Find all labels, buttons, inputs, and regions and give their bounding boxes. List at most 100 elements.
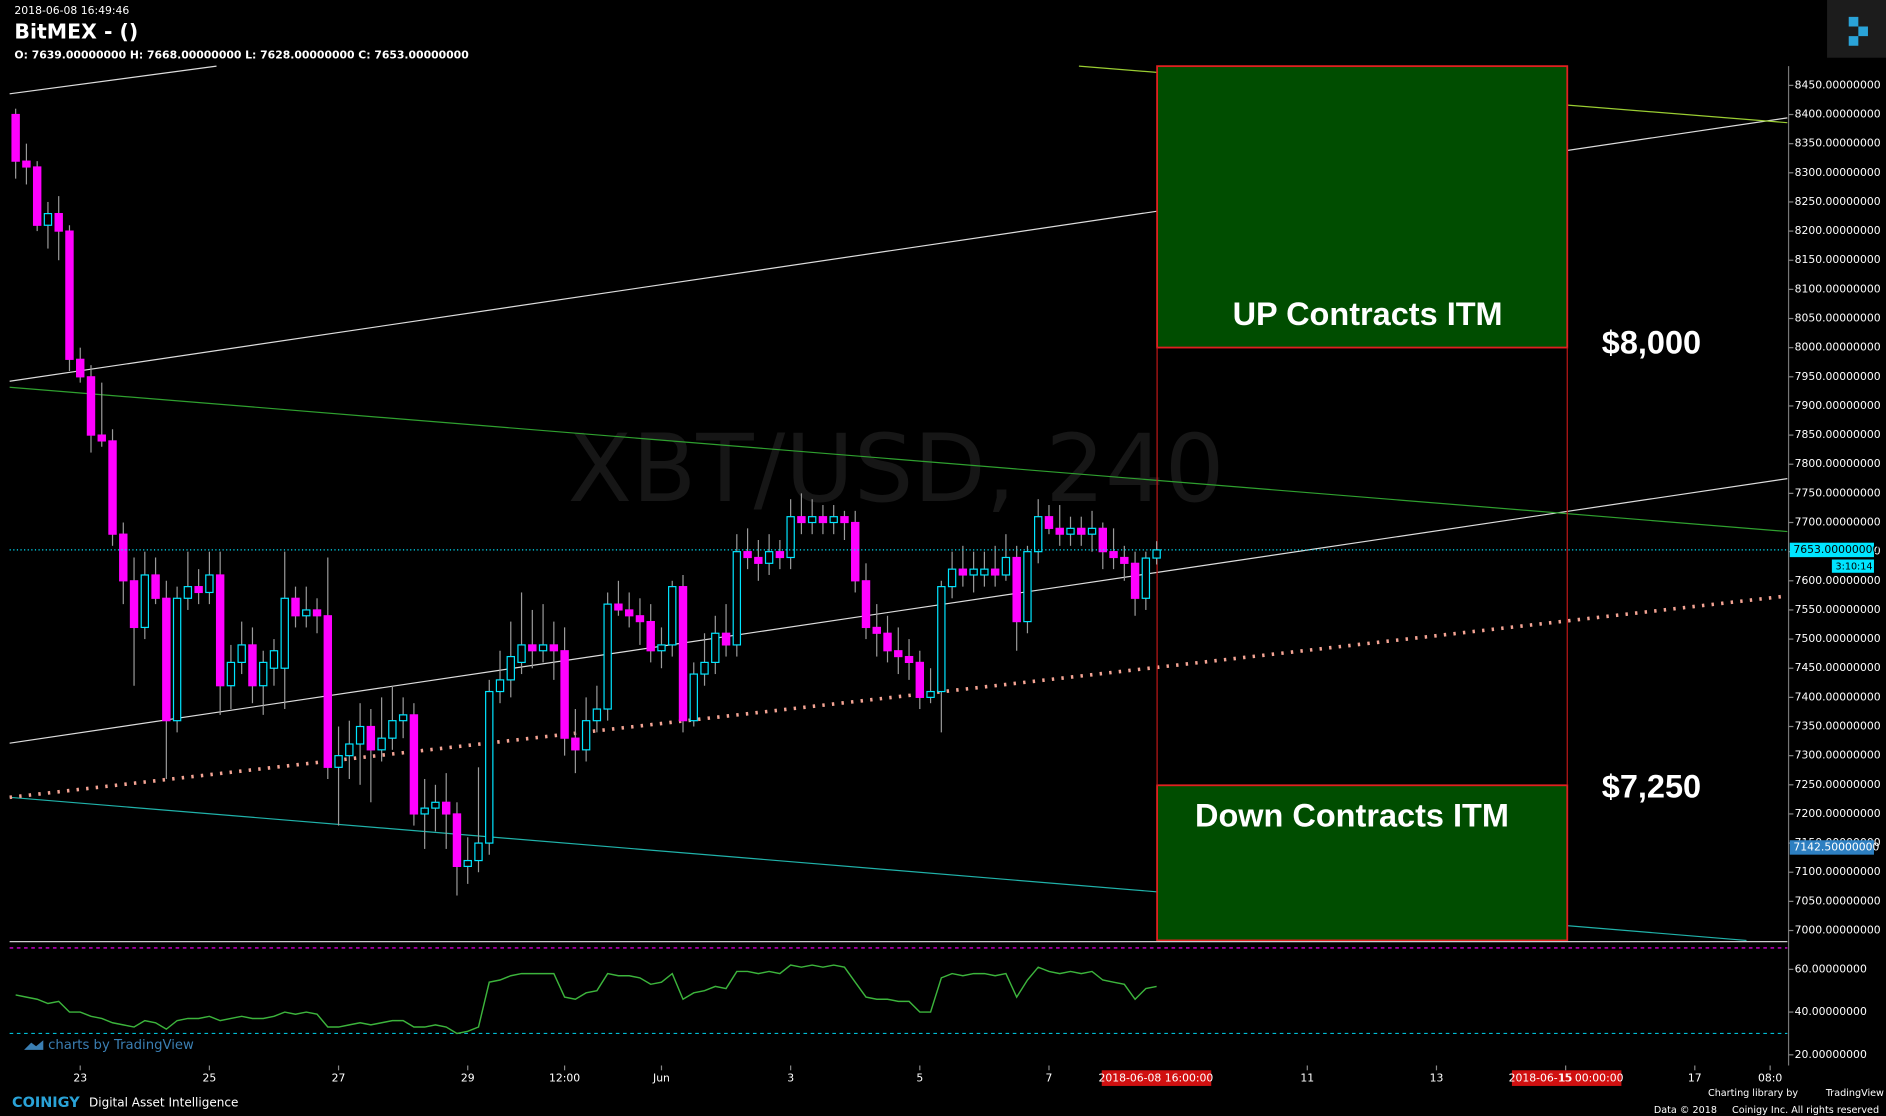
candle-body xyxy=(43,213,53,226)
y-tick-label: 7900.00000000 xyxy=(1795,399,1881,412)
candle-body xyxy=(1120,556,1129,564)
down-zone xyxy=(1156,784,1569,942)
candle-body xyxy=(980,568,989,576)
y-tick-label: 7250.00000000 xyxy=(1795,778,1881,791)
x-tick-label: 15 xyxy=(1559,1072,1573,1085)
x-tick-label: 5 xyxy=(916,1072,923,1085)
zone-label: Down Contracts ITM xyxy=(1195,797,1509,833)
candle-body xyxy=(797,516,806,524)
candle-body xyxy=(1066,527,1075,535)
candle-body xyxy=(345,743,354,757)
ohlc: O: 7639.00000000 H: 7668.00000000 L: 762… xyxy=(14,48,468,61)
candle-body xyxy=(754,556,763,564)
y-tick-label: 7600.00000000 xyxy=(1795,574,1881,587)
candle-body xyxy=(517,644,526,664)
candle-body xyxy=(657,644,666,652)
candle-body xyxy=(937,586,946,693)
candle-body xyxy=(162,597,171,722)
candle-body xyxy=(861,580,871,629)
x-tick-label: 29 xyxy=(461,1072,475,1085)
x-tick-label: 12:00 xyxy=(549,1072,580,1085)
candle-body xyxy=(904,655,914,664)
candle-body xyxy=(302,609,311,617)
candle-body xyxy=(668,586,677,646)
candle-body xyxy=(700,661,709,675)
candle-body xyxy=(366,725,376,751)
candle-body xyxy=(151,574,160,599)
candle-body xyxy=(775,551,785,559)
candle-body xyxy=(226,661,236,687)
x-tick-label: 27 xyxy=(332,1072,346,1085)
timestamp: 2018-06-08 16:49:46 xyxy=(14,4,129,17)
candle-body xyxy=(764,551,774,564)
symbol-title: BitMEX - () xyxy=(14,19,138,43)
x-tick-label: 11 xyxy=(1300,1072,1314,1085)
y-tick-label: 7400.00000000 xyxy=(1795,690,1881,703)
trendline xyxy=(9,65,217,95)
candle-body xyxy=(388,720,397,739)
candle-body xyxy=(528,644,537,652)
candle-body xyxy=(592,708,602,722)
up-zone xyxy=(1156,65,1569,349)
candle-body xyxy=(323,615,333,768)
y-tick-label: 7450.00000000 xyxy=(1795,661,1881,674)
y-tick-label: 7000.00000000 xyxy=(1795,924,1881,937)
x-tick-label: 7 xyxy=(1046,1072,1053,1085)
candle-body xyxy=(1001,556,1011,576)
level-label: $7,250 xyxy=(1602,768,1701,804)
data-credit: Data © 2018 xyxy=(1654,1105,1717,1116)
candle-body xyxy=(97,434,106,442)
candle-body xyxy=(463,859,472,868)
library: Charting library by xyxy=(1708,1088,1798,1099)
x-tick-label: Jun xyxy=(652,1072,670,1085)
candle-body xyxy=(86,376,96,436)
candle-body xyxy=(11,113,20,162)
candle-body xyxy=(883,632,892,652)
last-price-tag xyxy=(1789,542,1874,558)
x-tick-label: 17 xyxy=(1688,1072,1702,1085)
countdown: 3:10:14 xyxy=(1835,562,1872,573)
logo xyxy=(1848,16,1868,46)
candle-body xyxy=(76,358,85,378)
candle-body xyxy=(732,551,742,646)
candle-body xyxy=(1152,549,1161,559)
candle-body xyxy=(829,516,838,524)
candle-body xyxy=(646,621,655,652)
credit-icon xyxy=(24,1040,44,1050)
candle-body xyxy=(1055,527,1064,535)
candle-body xyxy=(129,580,139,629)
candle-body xyxy=(485,690,494,844)
y-tick-label: 8450.00000000 xyxy=(1795,78,1881,91)
candle-body xyxy=(894,650,903,658)
candle-body xyxy=(312,609,322,617)
time-tag xyxy=(1511,1070,1622,1086)
time-tag-label: 2018-06-08 16:00:00 xyxy=(1098,1072,1213,1085)
level-label: $8,000 xyxy=(1602,325,1701,361)
candle-body xyxy=(259,661,268,687)
zone-label: UP Contracts ITM xyxy=(1233,296,1503,332)
y-tick-label: 8000.00000000 xyxy=(1795,341,1881,354)
brand: COINIGY xyxy=(12,1095,80,1111)
price-marker-label: 7142.50000000 xyxy=(1793,840,1879,853)
candle-body xyxy=(624,609,634,617)
countdown-tag xyxy=(1831,559,1874,573)
candle-body xyxy=(818,516,828,524)
candle-body xyxy=(689,673,698,722)
candle-body xyxy=(495,679,505,693)
candle-body xyxy=(560,650,569,739)
y-tick-label: 7700.00000000 xyxy=(1795,516,1881,529)
candle-body xyxy=(743,551,752,559)
candle-body xyxy=(1109,551,1118,559)
candle-body xyxy=(248,644,257,687)
candle-body xyxy=(947,568,957,588)
y-tick-label: 7050.00000000 xyxy=(1795,894,1881,907)
tagline: Digital Asset Intelligence xyxy=(89,1095,238,1109)
candle-body xyxy=(205,574,214,594)
candle-body xyxy=(269,650,279,669)
candle-body xyxy=(1141,557,1151,599)
y-tick-label: 7350.00000000 xyxy=(1795,720,1881,733)
y-tick-label: 8050.00000000 xyxy=(1795,312,1881,325)
candle-body xyxy=(398,714,408,722)
rights: Coinigy Inc. All rights reserved xyxy=(1732,1105,1879,1116)
candle-body xyxy=(172,597,182,722)
